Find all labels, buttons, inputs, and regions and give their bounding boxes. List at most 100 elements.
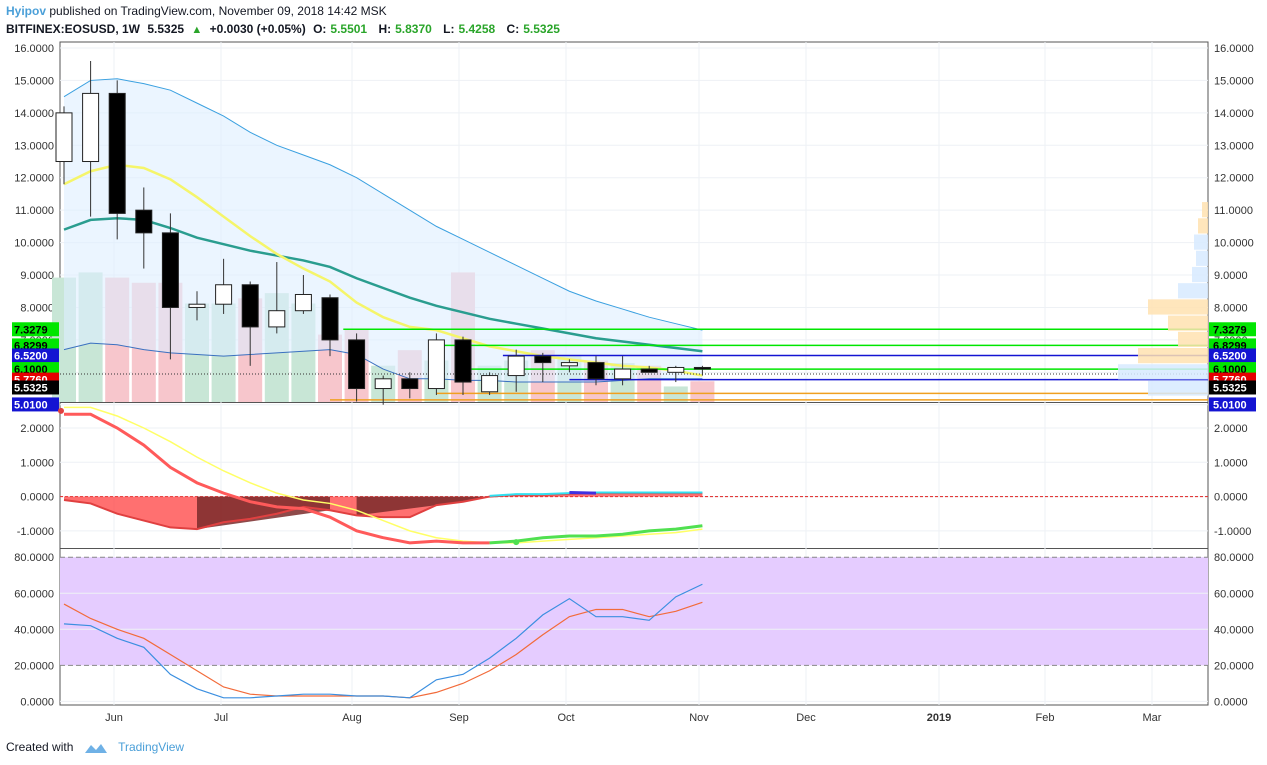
price-badge-bg [12,380,59,395]
x-tick-label: Oct [557,712,574,724]
x-tick-label: Feb [1036,712,1055,724]
candle-body [188,303,206,308]
x-tick-label: Aug [342,712,362,724]
macd-tick-label: 1.0000 [1214,457,1248,469]
footer: Created with TradingView [6,740,184,755]
volume-profile-bar [1138,348,1208,364]
price-badge: 6.5200 [1209,348,1256,363]
rsi-tick-label: 40.0000 [14,624,54,636]
price-tick-label: 13.0000 [14,140,54,152]
macd-tick-label: 2.0000 [1214,423,1248,435]
price-badge: 7.3279 [12,322,59,337]
candle-body [614,368,632,380]
volume-profile-bar [1148,299,1208,315]
macd-line [64,412,490,545]
candle [667,365,685,383]
volume-bar [690,381,715,402]
price-badge: 6.5200 [12,348,59,363]
volume-profile-bar [1118,364,1208,380]
x-tick-label: Dec [796,712,816,724]
price-badge-label: 5.5325 [14,382,48,394]
rsi-band [60,557,1208,666]
price-tick-label: 12.0000 [14,173,54,185]
macd-tick-label: 0.0000 [1214,492,1248,504]
price-badge: 5.0100 [12,397,59,412]
bollinger-band-fill [64,78,703,383]
candle-body [693,366,711,370]
price-badge-label: 7.3279 [1213,324,1247,336]
price-tick-label: 10.0000 [1214,238,1254,250]
price-tick-label: 9.0000 [1214,270,1248,282]
rsi-tick-label: 0.0000 [20,696,54,708]
candle [481,372,499,396]
price-badge-label: 6.5200 [14,350,48,362]
candle [294,275,312,314]
volume-profile-bar [1168,315,1208,331]
candle-body [640,368,658,373]
price-badge-bg [1209,348,1256,363]
macd-tick-label: -1.0000 [17,526,54,538]
price-tick-label: 16.0000 [1214,43,1254,55]
candle [108,80,126,240]
macd-tick-label: 1.0000 [20,457,54,469]
tradingview-link[interactable]: TradingView [118,740,185,754]
price-pane: 16.0000 16.0000 15.0000 15.0000 14.0000 14.00… [12,43,1256,412]
price-tick-label: 8.0000 [1214,302,1248,314]
candles [55,60,711,405]
ohlc-low: L: 5.4258 [443,22,496,36]
x-tick-label: 2019 [927,712,951,724]
macd-tick-label: -1.0000 [1214,526,1251,538]
volume-profile-bar [1178,283,1208,299]
price-badge: 5.5325 [12,380,59,395]
ohlc-high: H: 5.8370 [378,22,432,36]
macd-cross-dot [513,539,520,546]
rsi-tick-label: 60.0000 [14,588,54,600]
macd-tick-label: 0.0000 [20,492,54,504]
price-badge: 5.0100 [1209,397,1256,412]
candle-body [454,339,472,383]
x-tick-label: Nov [689,712,709,724]
candle [55,106,73,185]
last-price: 5.5325 [147,22,185,36]
rsi-tick-label: 0.0000 [1214,696,1248,708]
candle [507,349,525,392]
price-tick-label: 15.0000 [1214,75,1254,87]
candle [321,294,339,357]
author-link[interactable]: Hyipov [6,4,47,18]
candle-body [534,355,552,364]
price-change: +0.0030 (+0.05%) [209,22,306,36]
price-badge: 5.5325 [1209,380,1256,395]
price-tick-label: 10.0000 [14,238,54,250]
candle [215,258,233,314]
rsi-tick-label: 60.0000 [1214,588,1254,600]
macd-tick-label: 2.0000 [20,423,54,435]
price-tick-label: 9.0000 [20,270,54,282]
candle [348,333,366,402]
macd-line-green [489,524,703,545]
price-badge-label: 6.5200 [1213,350,1247,362]
ohlc-open: O: 5.5501 [313,22,368,36]
rsi-tick-label: 80.0000 [1214,552,1254,564]
price-badge-bg [12,362,59,377]
tradingview-logo-icon [84,743,107,753]
volume-profile-bar [1178,331,1208,347]
symbol-name: BITFINEX:EOSUSD, 1W [6,22,141,36]
candle-body [82,92,100,163]
candle [268,262,286,334]
x-tick-label: Sep [449,712,469,724]
candle [135,187,153,269]
candle-body [135,209,153,234]
candle-body [161,232,179,308]
x-tick-label: Jun [105,712,123,724]
rsi-line [63,583,703,699]
macd-pane: 2.0000 2.0000 1.0000 1.0000 0.0000 0.0000 -1.0… [17,406,1251,546]
candle-body [348,339,366,390]
candle [82,60,100,217]
price-tick-label: 15.0000 [14,75,54,87]
price-badge-label: 7.3279 [14,324,48,336]
candle [241,281,259,366]
candle [374,375,392,405]
volume-profile-bar [1198,218,1208,234]
macd-dark-fill [356,496,490,516]
